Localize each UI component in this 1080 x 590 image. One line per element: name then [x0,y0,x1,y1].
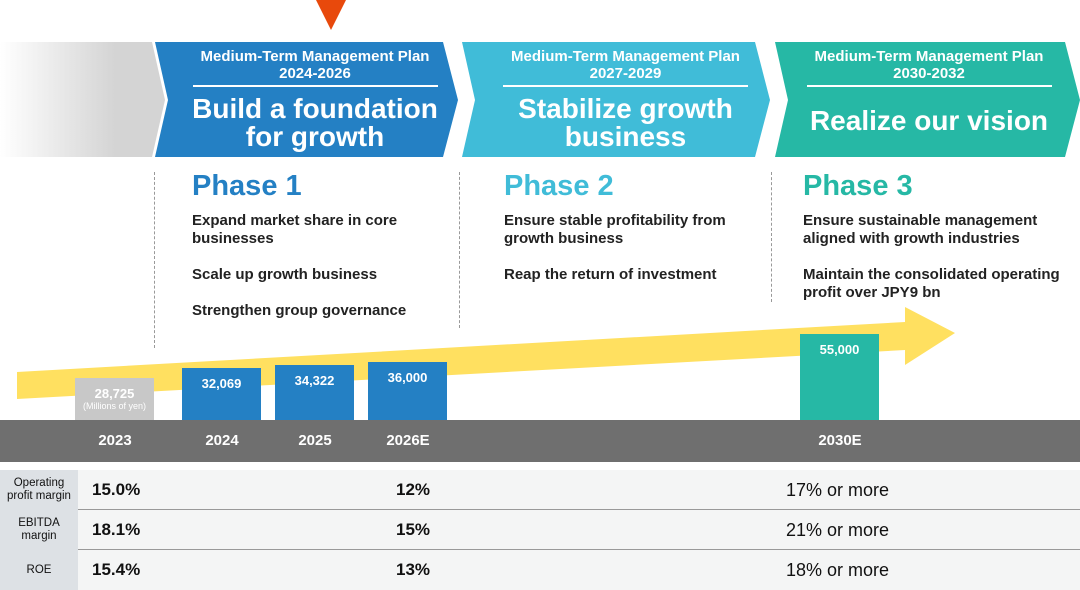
metric-label: Operating profit margin [0,470,78,510]
plan3-header: Medium-Term Management Plan 2030-2032 Re… [790,42,1068,157]
plan2-chevron [462,42,770,157]
metric-2030: 21% or more [786,520,890,540]
metric-2023: 15.0% [92,480,141,499]
bar-2025: 34,322 [275,364,354,420]
metric-2026: 13% [396,560,431,579]
bar-value-label: 28,725 [94,386,135,401]
bar-2026E: 36,000 [368,362,447,420]
unit-label: (Millions of yen) [82,401,147,411]
plan1-chevron [155,42,458,157]
divider [503,85,748,87]
metric-2026: 12% [396,480,431,499]
phase-title: Phase 2 [504,170,614,202]
bar-value-label: 34,322 [294,372,335,388]
metric-label: ROE [0,550,78,590]
year-label: 2025 [298,432,332,449]
year-label: 2030E [818,432,862,449]
plan-years: 2027-2029 [589,65,662,82]
plan-title: Stabilize growth [518,93,733,124]
plan-subtitle: Medium-Term Management Plan [511,48,740,65]
bar-value-label: 32,069 [201,376,242,392]
phase-bullet: Scale up growth business [192,266,378,283]
plan-title-2: for growth [245,121,385,152]
divider [192,85,438,87]
year-label: 2026E [386,432,430,449]
phase-bullet: Ensure stable profitability from growth … [504,212,726,247]
year-label: 2024 [205,432,239,449]
plan1-header: Medium-Term Management Plan 2024-2026 Bu… [170,42,460,157]
metric-2026: 15% [396,520,431,539]
phase-bullet: Ensure sustainable management aligned wi… [803,212,1038,247]
plan-subtitle: Medium-Term Management Plan [200,48,430,65]
year-label: 2023 [98,432,132,449]
bar-2030E: 55,000 [800,334,879,420]
bar-2024: 32,069 [182,368,261,420]
bar-2023: 28,725 (Millions of yen) [75,378,154,420]
plan2-header: Medium-Term Management Plan 2027-2029 St… [478,42,773,157]
phase-bullet: Expand market share in core businesses [192,212,398,247]
phase-bullet: Reap the return of investment [504,266,717,283]
phase-title: Phase 1 [192,170,302,202]
metric-row: Operating profit margin 15.0% 12% 17% or… [0,470,1080,510]
past-chevron [0,42,165,157]
divider [459,172,460,328]
plan-years: 2024-2026 [279,65,351,82]
divider [806,85,1052,87]
metric-2030: 17% or more [786,480,890,500]
metric-2030: 18% or more [786,560,890,580]
phase-title: Phase 3 [803,170,913,202]
metric-label: EBITDA margin [0,510,78,550]
metric-2023: 15.4% [92,560,141,579]
diagram-shapes [0,0,1080,399]
metric-row: ROE 15.4% 13% 18% or more [0,550,1080,590]
plan-subtitle: Medium-Term Management Plan [814,48,1044,65]
divider [771,172,772,302]
year-band [0,420,1080,462]
phase-bullet: Maintain the consolidated operating prof… [803,266,1060,301]
divider [154,172,155,348]
phase-bullet: Strengthen group governance [192,302,407,319]
plan3-chevron [775,42,1080,157]
bar-value-label: 55,000 [819,342,860,357]
metric-row: EBITDA margin 18.1% 15% 21% or more [0,510,1080,550]
marker-triangle-icon [316,0,346,30]
metric-2023: 18.1% [92,520,141,539]
plan-title-2: business [564,121,687,152]
plan-title: Realize our vision [809,105,1049,136]
plan-title: Build a foundation [192,93,438,124]
bar-value-label: 36,000 [387,370,428,386]
plan-years: 2030-2032 [893,65,965,82]
